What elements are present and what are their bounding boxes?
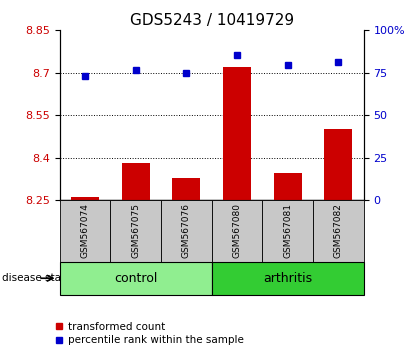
Text: control: control xyxy=(114,272,157,285)
Title: GDS5243 / 10419729: GDS5243 / 10419729 xyxy=(129,12,294,28)
Bar xyxy=(324,129,352,200)
Text: GSM567076: GSM567076 xyxy=(182,204,191,258)
Text: GSM567080: GSM567080 xyxy=(233,204,242,258)
Bar xyxy=(122,163,150,200)
Text: disease state: disease state xyxy=(2,273,72,283)
Text: GSM567081: GSM567081 xyxy=(283,204,292,258)
Text: GSM567075: GSM567075 xyxy=(131,204,140,258)
Text: GSM567082: GSM567082 xyxy=(334,204,343,258)
Bar xyxy=(223,67,251,200)
Text: GSM567074: GSM567074 xyxy=(81,204,90,258)
Bar xyxy=(274,172,302,200)
Bar xyxy=(71,196,99,200)
Bar xyxy=(172,178,200,200)
Legend: transformed count, percentile rank within the sample: transformed count, percentile rank withi… xyxy=(55,322,244,345)
Text: arthritis: arthritis xyxy=(263,272,312,285)
